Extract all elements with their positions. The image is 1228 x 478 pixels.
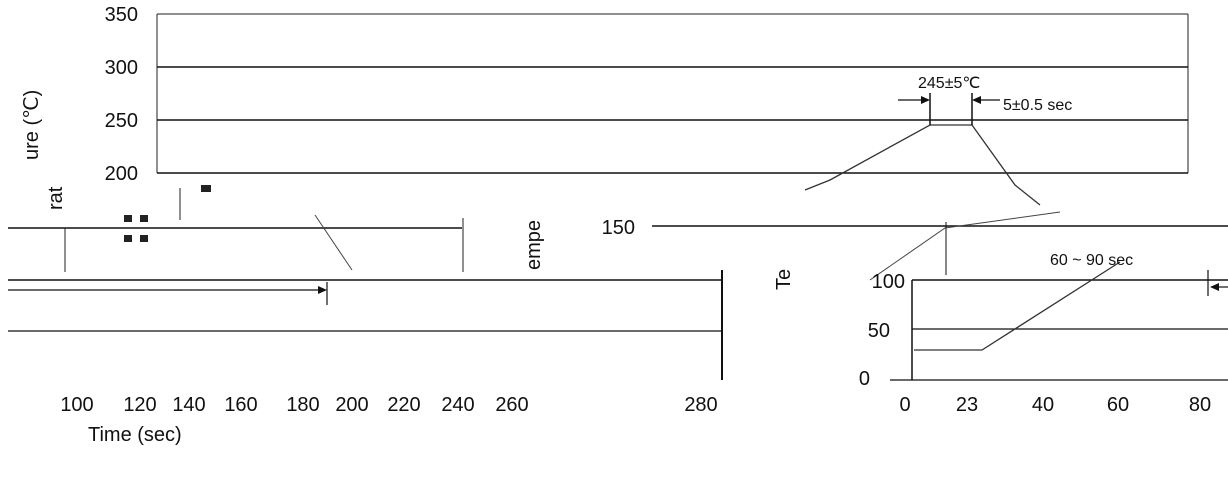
- y-axis-label-fragment-3: empe: [523, 220, 545, 270]
- x-tick-label-right-23: 23: [956, 394, 978, 416]
- y-tick-label-50: 50: [868, 320, 890, 342]
- annotation-soak-time: 60 ~ 90 sec: [1050, 252, 1133, 269]
- tick-labels: 350 300 250 200 150 100 50 0 100 120 140 160 180 200 2…: [60, 4, 1211, 416]
- peak-arrowhead-right: [972, 96, 981, 104]
- lower-right-arrowhead: [1210, 283, 1219, 291]
- y-tick-label-150: 150: [602, 217, 635, 239]
- y-tick-label-350: 350: [105, 4, 138, 26]
- x-tick-label-280: 280: [684, 394, 717, 416]
- artifact-block-4: [201, 185, 211, 192]
- artifact-block-2: [124, 235, 132, 242]
- x-tick-label-180: 180: [286, 394, 319, 416]
- x-tick-label-200: 200: [335, 394, 368, 416]
- lower-left-panel: [8, 185, 722, 380]
- x-tick-label-right-80: 80: [1189, 394, 1211, 416]
- x-tick-label-160: 160: [224, 394, 257, 416]
- x-tick-label-240: 240: [441, 394, 474, 416]
- x-tick-label-220: 220: [387, 394, 420, 416]
- y-tick-label-100: 100: [872, 271, 905, 293]
- x-tick-label-120: 120: [123, 394, 156, 416]
- peak-arrowhead-left: [921, 96, 930, 104]
- x-tick-label-260: 260: [495, 394, 528, 416]
- series-line-lower: [914, 262, 1120, 350]
- x-tick-label-140: 140: [172, 394, 205, 416]
- annotations: 245±5℃ 5±0.5 sec 60 ~ 90 sec: [898, 75, 1133, 269]
- series-line-lower-2: [870, 212, 1060, 280]
- annotation-peak-temp: 245±5℃: [918, 75, 980, 92]
- upper-profile-curve: [805, 125, 1040, 205]
- x-axis-label: Time (sec): [88, 424, 182, 446]
- y-tick-label-250: 250: [105, 110, 138, 132]
- y-axis-label-fragment-1: ure (℃): [21, 90, 43, 160]
- upper-gridlines: [157, 14, 1188, 173]
- x-tick-label-right-0: 0: [899, 394, 910, 416]
- x-tick-label-right-60: 60: [1107, 394, 1129, 416]
- series-line-upper: [805, 125, 1040, 205]
- y-tick-label-200: 200: [105, 163, 138, 185]
- artifact-block-0: [124, 215, 132, 222]
- artifact-block-3: [140, 235, 148, 242]
- y-axis-label-fragment-4: Te: [773, 269, 795, 290]
- y-axis-label-fragment-2: rat: [45, 186, 67, 210]
- x-tick-label-100: 100: [60, 394, 93, 416]
- y-tick-label-300: 300: [105, 57, 138, 79]
- lower-right-panel: [652, 212, 1228, 380]
- x-tick-label-right-40: 40: [1032, 394, 1054, 416]
- y-tick-label-0: 0: [859, 368, 870, 390]
- lower-left-arrowhead: [318, 286, 327, 294]
- axis-labels: Time (sec) ure (℃) rat empe Te: [21, 90, 795, 446]
- artifact-block-1: [140, 215, 148, 222]
- annotation-peak-time: 5±0.5 sec: [1003, 97, 1072, 114]
- lower-left-curve-fragment: [315, 215, 352, 270]
